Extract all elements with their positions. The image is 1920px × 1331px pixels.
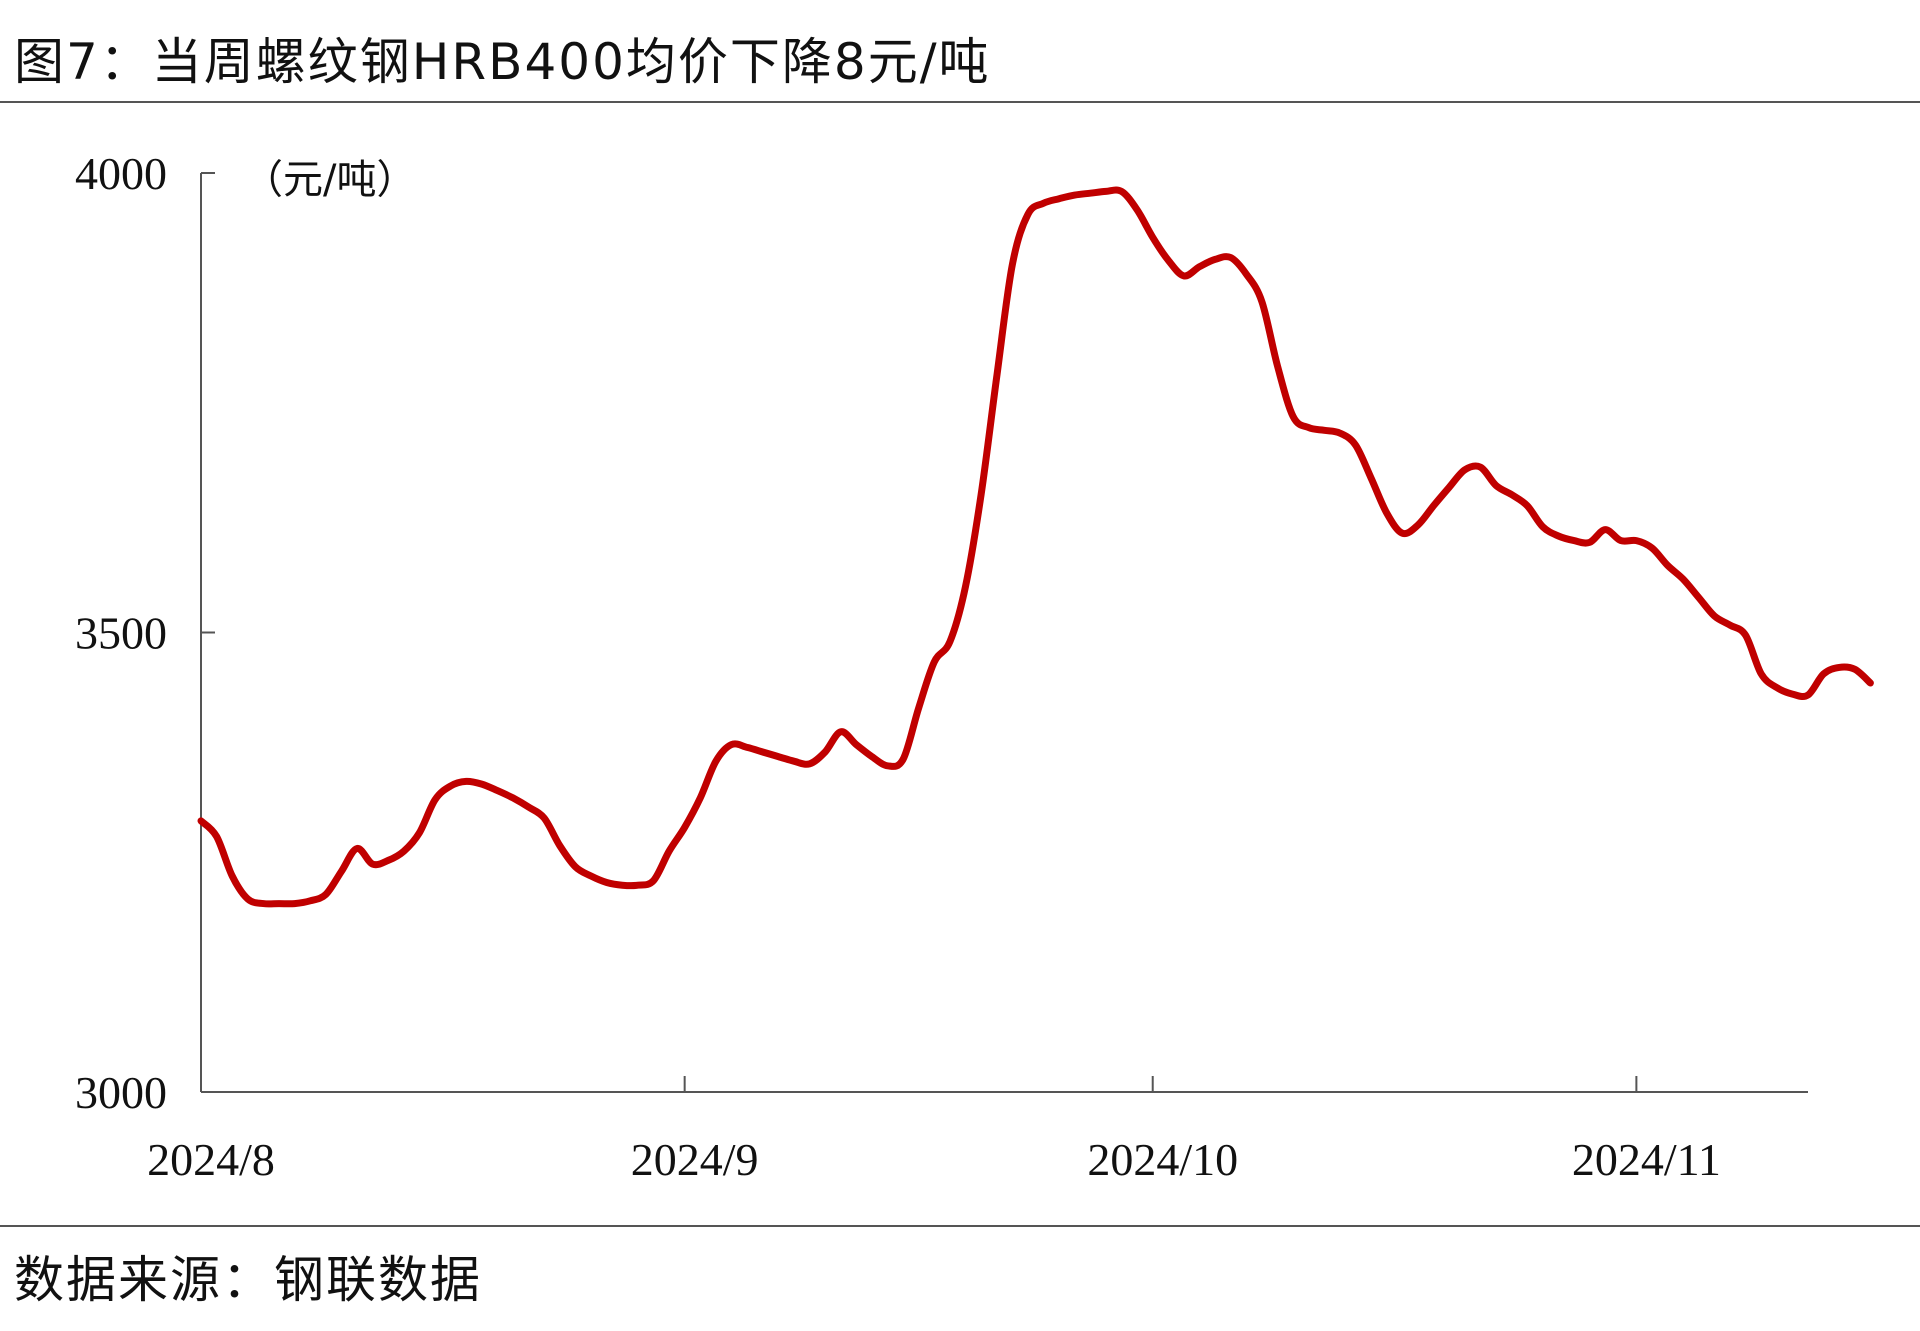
x-tick-label: 2024/9 xyxy=(631,1134,759,1185)
y-unit-label: （元/吨） xyxy=(243,157,416,203)
y-tick-label: 4000 xyxy=(75,148,167,199)
y-tick-label: 3000 xyxy=(75,1067,167,1118)
figure-title: 图7：当周螺纹钢HRB400均价下降8元/吨 xyxy=(14,33,991,91)
x-tick-label: 2024/8 xyxy=(147,1134,275,1185)
price-line xyxy=(197,186,1874,908)
chart-ticks: 3000 3500 4000 2024/8 2024/9 2024/10 2024/11 xyxy=(75,148,1721,1185)
top-rule xyxy=(0,101,1920,103)
bottom-rule xyxy=(0,1225,1920,1227)
x-tick-label: 2024/10 xyxy=(1087,1134,1238,1185)
x-tick-label: 2024/11 xyxy=(1572,1134,1721,1185)
source-note: 数据来源：钢联数据 xyxy=(14,1251,482,1309)
y-tick-label: 3500 xyxy=(75,608,167,659)
